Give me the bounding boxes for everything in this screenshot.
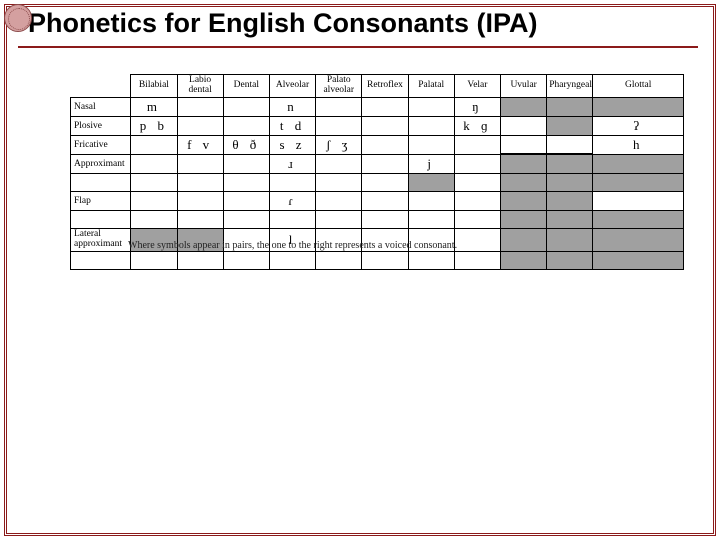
cell: f v	[177, 135, 223, 154]
row-blank1	[71, 173, 684, 191]
cell: ɾ	[269, 191, 315, 210]
shaded-cell	[547, 191, 593, 210]
cell: j	[408, 154, 454, 173]
cell: h	[593, 135, 684, 154]
shaded-cell	[501, 228, 547, 251]
slide-title: Phonetics for English Consonants (IPA)	[24, 6, 710, 49]
shaded-cell	[593, 154, 684, 173]
row-approximant: Approximant ɹ j	[71, 154, 684, 173]
cell: p b	[131, 116, 177, 135]
row-label: Flap	[71, 191, 131, 210]
row-label: Fricative	[71, 135, 131, 154]
institution-logo	[4, 4, 32, 32]
shaded-cell	[547, 173, 593, 191]
row-label: Nasal	[71, 97, 131, 116]
row-label: Plosive	[71, 116, 131, 135]
col-pharyngeal: Pharyngeal	[547, 75, 593, 98]
row-label: Lateral approximant	[71, 228, 131, 251]
shaded-cell	[593, 228, 684, 251]
header-row: Bilabial Labio dental Dental Alveolar Pa…	[71, 75, 684, 98]
table-caption: Where symbols appear in pairs, the one t…	[128, 240, 457, 251]
shaded-cell	[547, 210, 593, 228]
row-plosive: Plosive p b t d k ɡ ʔ	[71, 116, 684, 135]
col-palatoalveolar: Palato alveolar	[316, 75, 362, 98]
col-alveolar: Alveolar	[269, 75, 315, 98]
shaded-cell	[501, 191, 547, 210]
shaded-cell	[547, 154, 593, 173]
col-velar: Velar	[454, 75, 500, 98]
shaded-cell	[501, 251, 547, 269]
col-uvular: Uvular	[501, 75, 547, 98]
title-underline	[18, 46, 698, 48]
cell: ɹ	[269, 154, 315, 173]
cell: θ ð	[223, 135, 269, 154]
col-glottal: Glottal	[593, 75, 684, 98]
shaded-cell	[547, 228, 593, 251]
row-blank3	[71, 251, 684, 269]
shaded-cell	[547, 251, 593, 269]
shaded-cell	[408, 173, 454, 191]
shaded-cell	[593, 251, 684, 269]
col-bilabial: Bilabial	[131, 75, 177, 98]
cell: m	[131, 97, 177, 116]
col-dental: Dental	[223, 75, 269, 98]
cell: ʔ	[593, 116, 684, 135]
row-blank2	[71, 210, 684, 228]
shaded-cell	[501, 97, 547, 116]
cell: n	[269, 97, 315, 116]
col-labiodental: Labio dental	[177, 75, 223, 98]
shaded-cell	[593, 173, 684, 191]
shaded-cell	[501, 210, 547, 228]
row-fricative: Fricative f v θ ð s z ʃ ʒ h	[71, 135, 684, 154]
cell: ʃ ʒ	[316, 135, 362, 154]
row-flap: Flap ɾ	[71, 191, 684, 210]
shaded-cell	[593, 97, 684, 116]
shaded-cell	[547, 97, 593, 116]
col-palatal: Palatal	[408, 75, 454, 98]
cell: t d	[269, 116, 315, 135]
cell: k ɡ	[454, 116, 500, 135]
row-nasal: Nasal m n ŋ	[71, 97, 684, 116]
shaded-cell	[593, 210, 684, 228]
shaded-cell	[501, 173, 547, 191]
row-label: Approximant	[71, 154, 131, 173]
shaded-cell	[547, 116, 593, 135]
cell: ŋ	[454, 97, 500, 116]
col-retroflex: Retroflex	[362, 75, 408, 98]
cell: s z	[269, 135, 315, 154]
shaded-cell	[501, 154, 547, 173]
